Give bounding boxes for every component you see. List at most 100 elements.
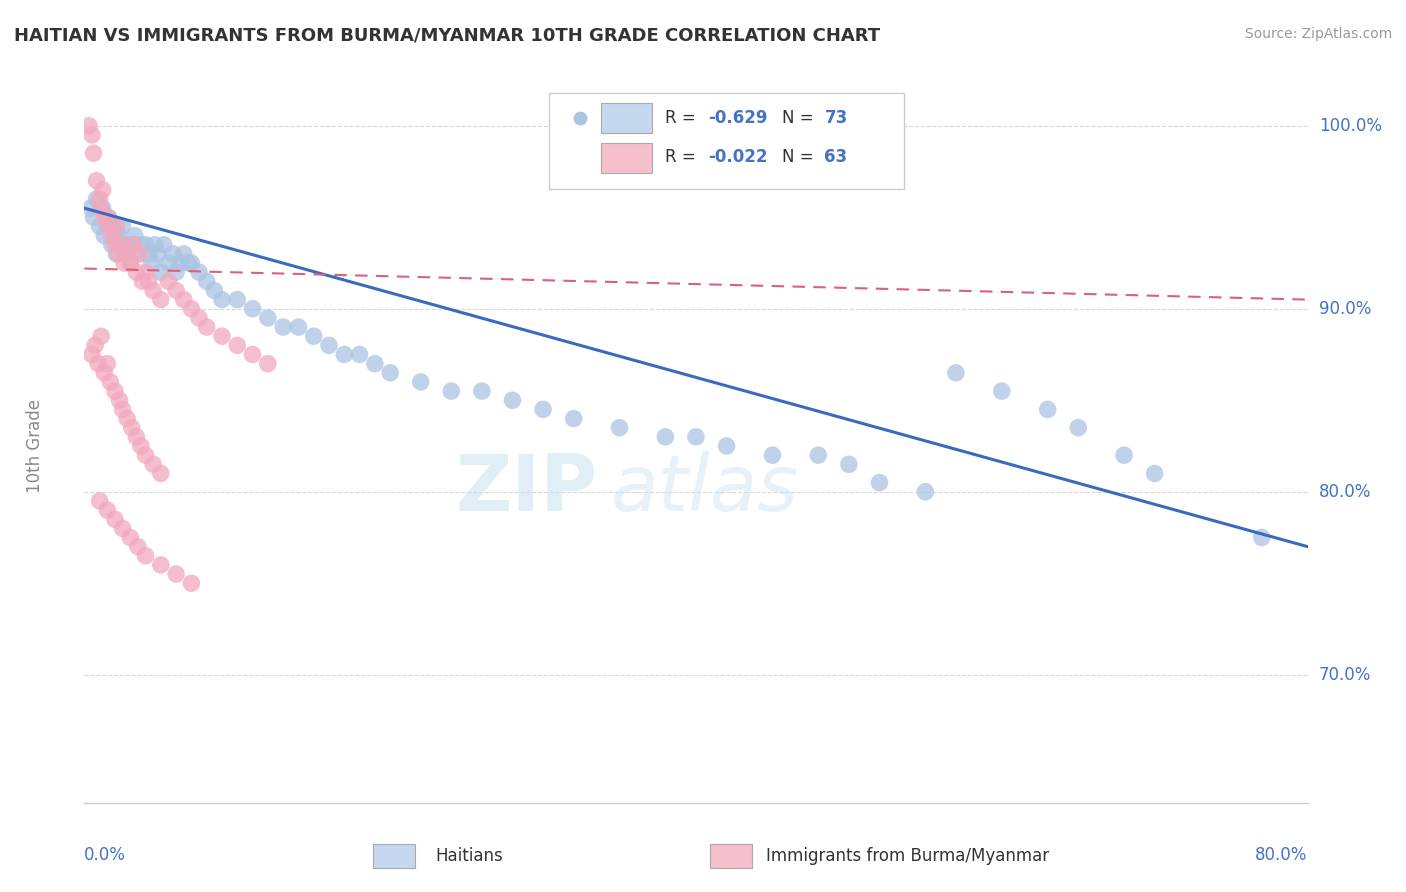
- Point: [91, 201, 114, 215]
- Point: [101, 237, 124, 252]
- Text: 90.0%: 90.0%: [1319, 300, 1371, 318]
- Point: [87, 357, 110, 371]
- Text: 70.0%: 70.0%: [1319, 665, 1371, 683]
- Point: [128, 247, 150, 261]
- Point: [1067, 420, 1090, 434]
- Point: [195, 274, 218, 288]
- Point: [761, 448, 783, 462]
- Point: [380, 366, 402, 380]
- Text: ZIP: ZIP: [456, 450, 598, 527]
- Point: [127, 540, 149, 554]
- Text: N =: N =: [782, 109, 818, 127]
- Point: [180, 301, 202, 316]
- Point: [138, 247, 160, 261]
- Point: [80, 347, 103, 361]
- Point: [409, 375, 432, 389]
- Point: [153, 237, 176, 252]
- Point: [165, 284, 187, 298]
- Text: R =: R =: [665, 109, 702, 127]
- Point: [914, 484, 936, 499]
- Point: [115, 247, 138, 261]
- Point: [112, 247, 135, 261]
- Point: [142, 458, 165, 472]
- Point: [135, 448, 157, 462]
- Point: [143, 237, 166, 252]
- Point: [609, 420, 631, 434]
- Text: 0.0%: 0.0%: [84, 846, 127, 863]
- Point: [93, 366, 115, 380]
- Point: [98, 375, 121, 389]
- Point: [180, 576, 202, 591]
- Text: Source: ZipAtlas.com: Source: ZipAtlas.com: [1244, 27, 1392, 41]
- Point: [257, 357, 280, 371]
- Point: [188, 265, 211, 279]
- Point: [349, 347, 371, 361]
- Point: [86, 192, 108, 206]
- Point: [180, 256, 202, 270]
- Point: [165, 265, 187, 279]
- Point: [211, 329, 233, 343]
- Point: [149, 265, 172, 279]
- Point: [110, 237, 132, 252]
- Point: [170, 256, 193, 270]
- Point: [127, 247, 149, 261]
- Point: [111, 219, 134, 234]
- Point: [107, 228, 129, 243]
- Point: [138, 274, 160, 288]
- Point: [83, 146, 105, 161]
- Point: [120, 531, 142, 545]
- FancyBboxPatch shape: [600, 103, 652, 134]
- Point: [1036, 402, 1059, 417]
- Point: [287, 320, 309, 334]
- Text: atlas: atlas: [610, 450, 799, 527]
- Point: [173, 247, 195, 261]
- Point: [121, 420, 143, 434]
- Point: [108, 393, 131, 408]
- Point: [90, 201, 112, 215]
- Point: [157, 274, 180, 288]
- Point: [97, 219, 120, 234]
- Text: 10th Grade: 10th Grade: [27, 399, 45, 493]
- Point: [104, 228, 127, 243]
- Point: [120, 256, 142, 270]
- Point: [93, 211, 115, 225]
- Point: [318, 338, 340, 352]
- Point: [96, 211, 118, 225]
- Point: [90, 329, 112, 343]
- Point: [157, 256, 180, 270]
- Point: [195, 320, 218, 334]
- Point: [271, 320, 294, 334]
- Point: [146, 247, 169, 261]
- Point: [104, 237, 127, 252]
- Point: [111, 521, 134, 535]
- Point: [257, 310, 280, 325]
- Point: [129, 237, 152, 252]
- Point: [501, 393, 523, 408]
- Point: [107, 247, 129, 261]
- Point: [112, 256, 135, 270]
- Point: [165, 567, 187, 582]
- Text: 100.0%: 100.0%: [1319, 117, 1382, 135]
- Point: [838, 458, 860, 472]
- Point: [211, 293, 233, 307]
- Text: N =: N =: [782, 148, 818, 166]
- Point: [103, 219, 125, 234]
- Point: [807, 448, 830, 462]
- Point: [131, 274, 153, 288]
- Point: [440, 384, 463, 398]
- Point: [77, 119, 100, 133]
- Point: [173, 293, 195, 307]
- Point: [471, 384, 494, 398]
- Point: [188, 310, 211, 325]
- Point: [135, 549, 157, 563]
- FancyBboxPatch shape: [600, 143, 652, 173]
- Point: [226, 293, 249, 307]
- Point: [135, 265, 157, 279]
- Text: 63: 63: [824, 148, 848, 166]
- Point: [149, 467, 172, 481]
- Text: -0.629: -0.629: [709, 109, 768, 127]
- Point: [89, 192, 111, 206]
- Point: [84, 338, 107, 352]
- Point: [162, 247, 184, 261]
- Point: [149, 293, 172, 307]
